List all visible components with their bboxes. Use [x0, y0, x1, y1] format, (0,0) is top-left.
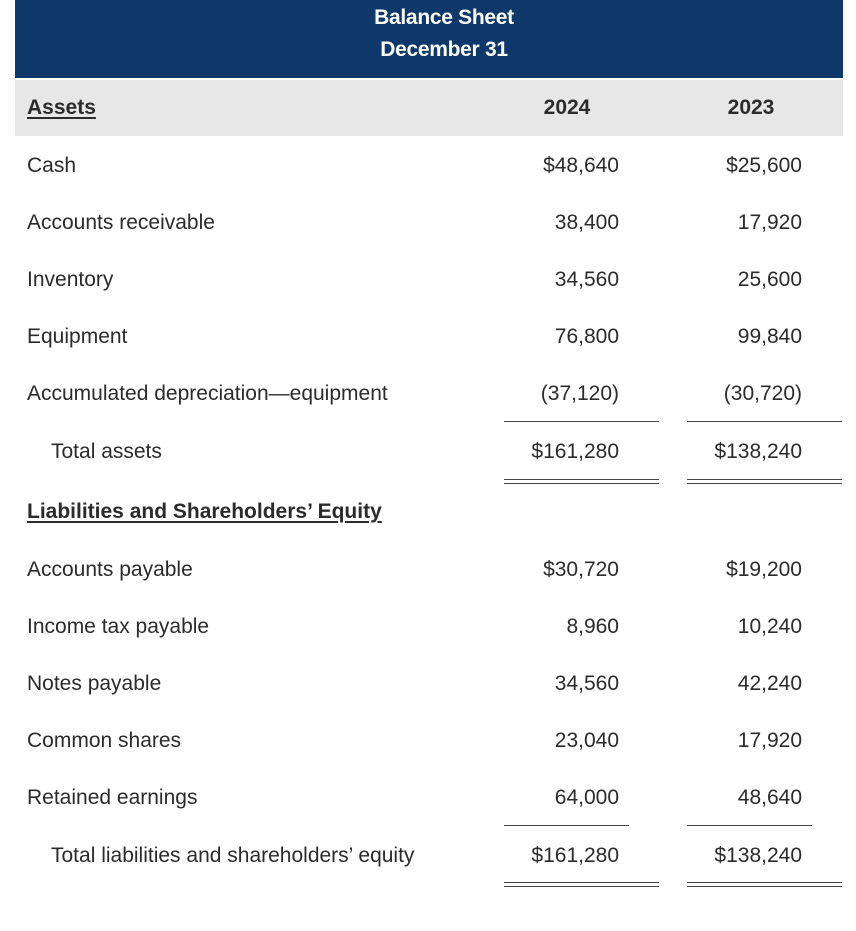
- value-2024: 34,560: [554, 672, 619, 695]
- liabilities-heading: Liabilities and Shareholders’ Equity: [27, 500, 382, 523]
- row-label: Accumulated depreciation—equipment: [27, 382, 388, 405]
- total-double-rule-2023: [687, 882, 842, 887]
- value-2024: 38,400: [554, 211, 619, 234]
- table-row: Retained earnings 64,000 48,640: [15, 786, 843, 826]
- value-2023: $19,200: [726, 558, 802, 581]
- row-label: Notes payable: [27, 672, 162, 695]
- row-label: Equipment: [27, 325, 128, 348]
- row-label: Total liabilities and shareholders’ equi…: [51, 844, 415, 867]
- row-label: Income tax payable: [27, 615, 210, 638]
- total-assets-row: Total assets $161,280 $138,240: [15, 440, 843, 480]
- year-2024-heading: 2024: [543, 96, 591, 119]
- table-row: Accounts payable $30,720 $19,200: [15, 558, 843, 598]
- column-header-row: Assets 2024 2023: [15, 80, 843, 136]
- value-2024: $161,280: [531, 440, 619, 463]
- assets-heading: Assets: [27, 96, 96, 119]
- total-liabilities-row: Total liabilities and shareholders’ equi…: [15, 844, 843, 884]
- total-double-rule-2023: [687, 479, 842, 484]
- value-2023: 17,920: [737, 211, 802, 234]
- row-label: Cash: [27, 154, 77, 177]
- table-row: Equipment 76,800 99,840: [15, 325, 843, 365]
- value-2024: (37,120): [540, 382, 619, 405]
- table-row: Notes payable 34,560 42,240: [15, 672, 843, 712]
- value-2024: 76,800: [554, 325, 619, 348]
- value-2024: $48,640: [543, 154, 619, 177]
- statement-date: December 31: [380, 38, 508, 61]
- value-2024: $161,280: [531, 844, 619, 867]
- value-2023: 48,640: [737, 786, 802, 809]
- value-2023: (30,720): [723, 382, 802, 405]
- balance-sheet-header: Balance Sheet December 31: [15, 0, 843, 78]
- row-label: Inventory: [27, 268, 114, 291]
- row-label: Total assets: [51, 440, 162, 463]
- row-label: Accounts payable: [27, 558, 193, 581]
- year-2023-heading: 2023: [727, 96, 775, 119]
- value-2023: 99,840: [737, 325, 802, 348]
- row-label: Retained earnings: [27, 786, 198, 809]
- value-2024: 34,560: [554, 268, 619, 291]
- row-label: Common shares: [27, 729, 182, 752]
- statement-title: Balance Sheet: [374, 6, 514, 29]
- value-2024: 8,960: [566, 615, 619, 638]
- table-row: Income tax payable 8,960 10,240: [15, 615, 843, 655]
- table-row: Cash $48,640 $25,600: [15, 154, 843, 194]
- table-row: Accumulated depreciation—equipment (37,1…: [15, 382, 843, 422]
- value-2023: $138,240: [714, 844, 802, 867]
- value-2024: 64,000: [554, 786, 619, 809]
- value-2023: 25,600: [737, 268, 802, 291]
- value-2023: $25,600: [726, 154, 802, 177]
- subtotal-rule-2023: [687, 825, 812, 826]
- subtotal-rule-2024: [504, 825, 629, 826]
- table-row: Common shares 23,040 17,920: [15, 729, 843, 769]
- subtotal-rule-2024: [504, 421, 659, 422]
- total-double-rule-2024: [504, 882, 659, 887]
- value-2024: 23,040: [554, 729, 619, 752]
- value-2023: 17,920: [737, 729, 802, 752]
- row-label: Accounts receivable: [27, 211, 215, 234]
- value-2024: $30,720: [543, 558, 619, 581]
- value-2023: 42,240: [737, 672, 802, 695]
- value-2023: 10,240: [737, 615, 802, 638]
- total-double-rule-2024: [504, 479, 659, 484]
- value-2023: $138,240: [714, 440, 802, 463]
- table-row: Accounts receivable 38,400 17,920: [15, 211, 843, 251]
- subtotal-rule-2023: [687, 421, 842, 422]
- table-row: Inventory 34,560 25,600: [15, 268, 843, 308]
